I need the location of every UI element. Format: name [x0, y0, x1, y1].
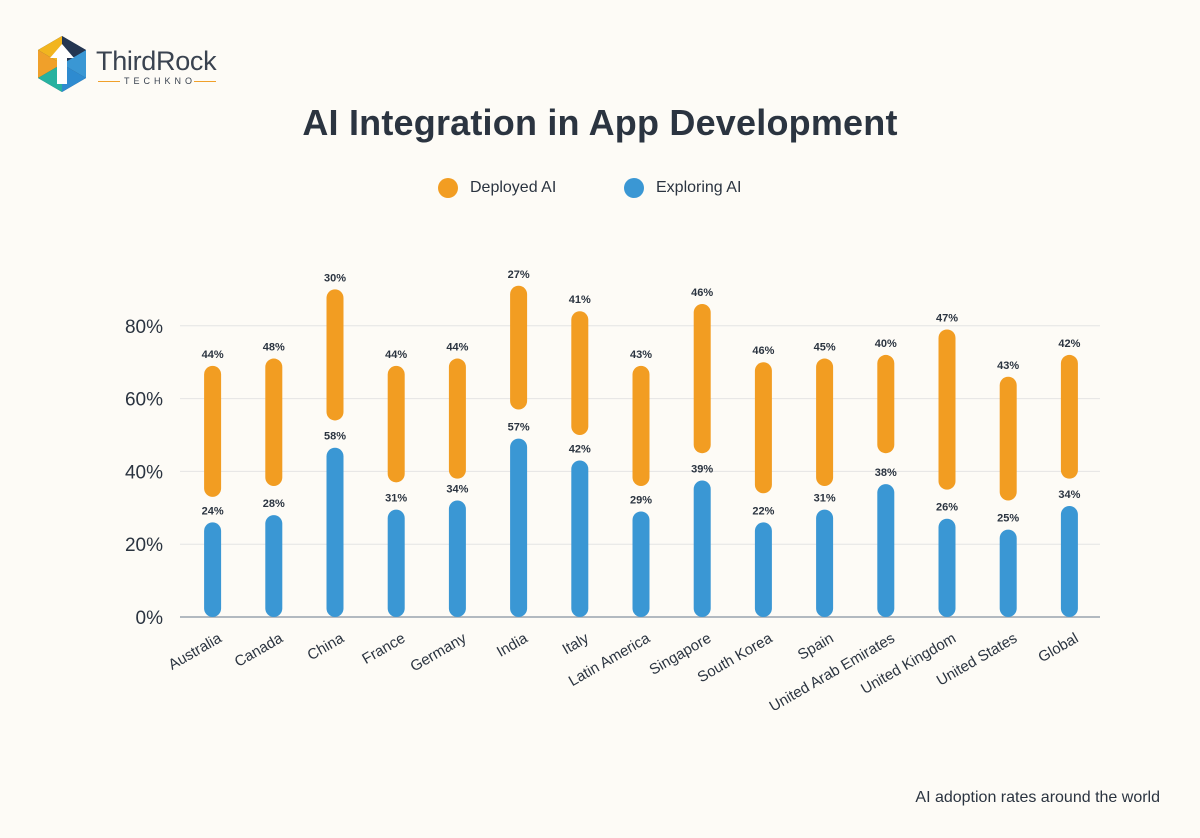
data-label-deployed: 48% — [263, 342, 285, 354]
y-tick-label: 40% — [125, 462, 163, 483]
bar-deployed — [693, 303, 711, 454]
data-label-deployed: 44% — [446, 342, 468, 354]
brand-name: ThirdRock — [96, 46, 217, 76]
bar-exploring — [571, 460, 589, 617]
data-label-deployed: 30% — [324, 272, 346, 284]
data-label-deployed: 45% — [814, 342, 836, 354]
bar-exploring — [326, 447, 344, 617]
bar-exploring — [938, 518, 956, 617]
legend-swatch-deployed — [438, 178, 458, 198]
bar-deployed — [877, 354, 895, 454]
bar-deployed — [387, 365, 405, 483]
data-label-deployed: 44% — [202, 349, 224, 361]
bar-exploring — [877, 484, 895, 617]
bar-exploring — [632, 511, 650, 617]
data-label-exploring: 34% — [446, 484, 468, 496]
y-tick-label: 20% — [125, 535, 163, 556]
data-label-exploring: 31% — [814, 493, 836, 505]
chart-legend: Deployed AI Exploring AI — [0, 178, 1200, 204]
data-label-exploring: 22% — [752, 505, 774, 517]
hexagon-logo-icon — [38, 36, 86, 92]
y-tick-label: 80% — [125, 317, 163, 338]
x-tick-label: Italy — [559, 629, 592, 658]
legend-item-exploring: Exploring AI — [624, 178, 741, 198]
brand-divider-left — [98, 81, 120, 82]
data-label-exploring: 42% — [569, 443, 591, 455]
bar-exploring — [387, 509, 405, 617]
data-label-deployed: 46% — [691, 287, 713, 299]
x-tick-label: Australia — [166, 629, 226, 673]
brand-logo: ThirdRock TECHKNO — [34, 34, 224, 96]
x-tick-label: Spain — [795, 630, 837, 664]
bar-deployed — [999, 376, 1017, 501]
data-label-exploring: 38% — [875, 467, 897, 479]
bar-deployed — [1060, 354, 1078, 479]
bar-exploring — [999, 529, 1017, 617]
x-tick-label: China — [305, 629, 348, 664]
y-tick-label: 60% — [125, 390, 163, 411]
x-tick-label: Germany — [407, 629, 469, 675]
bar-deployed — [510, 285, 528, 410]
data-label-exploring: 28% — [263, 498, 285, 510]
legend-item-deployed: Deployed AI — [438, 178, 556, 198]
bar-deployed — [326, 289, 344, 421]
data-label-exploring: 25% — [997, 513, 1019, 525]
bar-deployed — [754, 362, 772, 494]
data-label-exploring: 31% — [385, 493, 407, 505]
chart-title: AI Integration in App Development — [302, 102, 898, 143]
bar-exploring — [754, 522, 772, 617]
data-label-exploring: 34% — [1058, 489, 1080, 501]
data-label-deployed: 42% — [1058, 338, 1080, 350]
brand-divider-right — [194, 81, 216, 82]
bar-exploring — [265, 515, 283, 617]
data-label-exploring: 58% — [324, 431, 346, 443]
bar-deployed — [938, 329, 956, 490]
data-label-deployed: 41% — [569, 294, 591, 306]
data-label-deployed: 27% — [508, 269, 530, 281]
x-tick-label: Global — [1035, 630, 1081, 666]
data-label-deployed: 43% — [630, 349, 652, 361]
x-tick-label: France — [359, 630, 408, 668]
bar-exploring — [448, 500, 466, 617]
y-tick-label: 0% — [136, 608, 164, 629]
legend-label-exploring: Exploring AI — [656, 179, 742, 196]
chart-footnote: AI adoption rates around the world — [915, 789, 1160, 806]
data-label-exploring: 24% — [202, 505, 224, 517]
data-label-deployed: 43% — [997, 360, 1019, 372]
legend-label-deployed: Deployed AI — [470, 179, 557, 196]
x-tick-label: Canada — [232, 629, 287, 670]
bar-exploring — [816, 509, 834, 617]
data-label-deployed: 44% — [385, 349, 407, 361]
legend-swatch-exploring — [624, 178, 644, 198]
brand-tagline: TECHKNO — [124, 76, 197, 86]
data-label-exploring: 39% — [691, 464, 713, 476]
data-label-exploring: 57% — [508, 422, 530, 434]
bar-exploring — [204, 522, 222, 617]
data-label-exploring: 26% — [936, 502, 958, 514]
bar-deployed — [204, 365, 222, 497]
bar-deployed — [448, 358, 466, 479]
data-label-deployed: 46% — [752, 345, 774, 357]
data-label-deployed: 47% — [936, 312, 958, 324]
bar-deployed — [816, 358, 834, 486]
bar-deployed — [265, 358, 283, 486]
bar-exploring — [510, 438, 528, 617]
bar-deployed — [632, 365, 650, 486]
data-label-deployed: 40% — [875, 338, 897, 350]
bar-exploring — [1060, 505, 1078, 617]
x-tick-label: India — [494, 629, 531, 660]
bar-deployed — [571, 311, 589, 435]
bar-exploring — [693, 480, 711, 617]
data-label-exploring: 29% — [630, 494, 652, 506]
